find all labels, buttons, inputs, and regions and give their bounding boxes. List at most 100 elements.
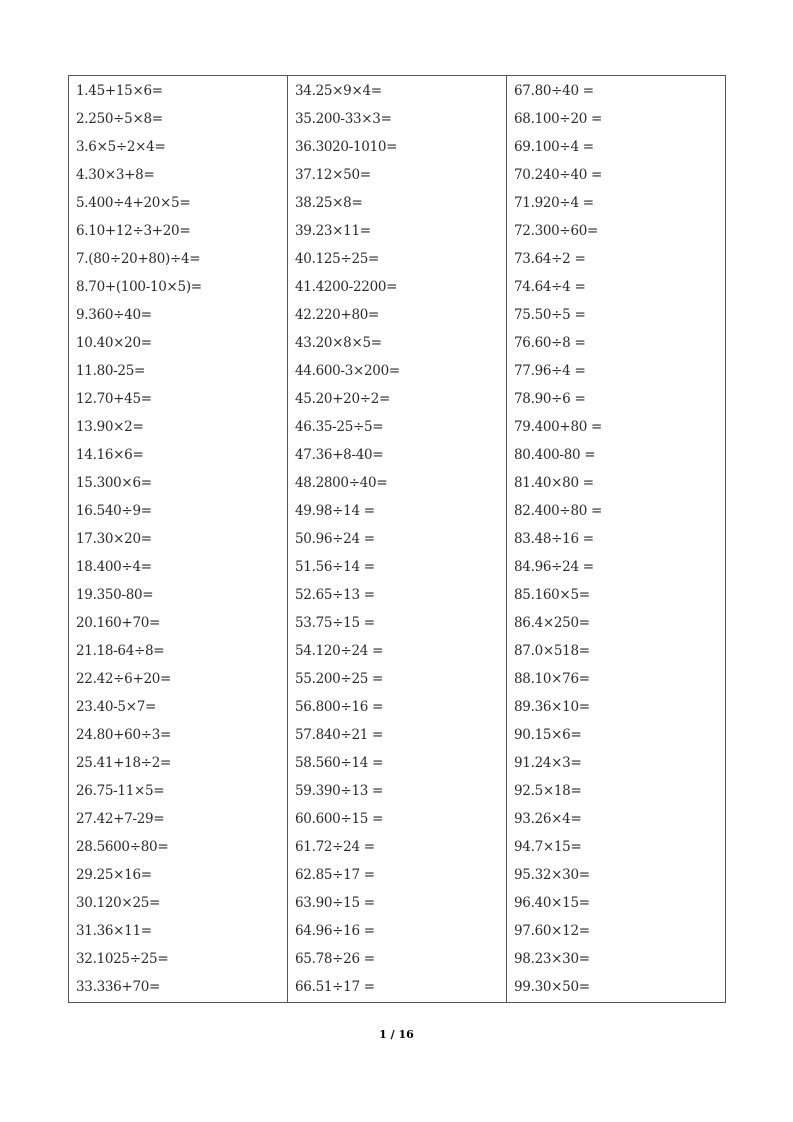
exercise-item: 91.24×3=	[514, 755, 582, 771]
exercise-item: 38.25×8=	[295, 195, 363, 211]
exercise-item: 71.920÷4 =	[514, 195, 594, 211]
exercise-item: 16.540÷9=	[76, 503, 152, 519]
exercise-table: 1.45+15×6= 2.250÷5×8= 3.6×5÷2×4= 4.30×3+8= 5…	[68, 75, 726, 1003]
exercise-item: 62.85÷17 =	[295, 867, 375, 883]
exercise-item: 11.80-25=	[76, 363, 145, 379]
exercise-item: 98.23×30=	[514, 951, 590, 967]
exercise-item: 25.41+18÷2=	[76, 755, 172, 771]
exercise-item: 9.360÷40=	[76, 307, 152, 323]
exercise-item: 63.90÷15 =	[295, 895, 375, 911]
exercise-item: 76.60÷8 =	[514, 335, 586, 351]
exercise-item: 77.96÷4 =	[514, 363, 586, 379]
exercise-item: 83.48÷16 =	[514, 531, 594, 547]
exercise-item: 52.65÷13 =	[295, 587, 375, 603]
exercise-item: 66.51÷17 =	[295, 979, 375, 995]
exercise-item: 73.64÷2 =	[514, 251, 586, 267]
exercise-item: 26.75-11×5=	[76, 783, 165, 799]
exercise-item: 13.90×2=	[76, 419, 144, 435]
exercise-item: 47.36+8-40=	[295, 447, 384, 463]
exercise-item: 97.60×12=	[514, 923, 590, 939]
exercise-item: 36.3020-1010=	[295, 139, 398, 155]
exercise-item: 88.10×76=	[514, 671, 590, 687]
exercise-item: 94.7×15=	[514, 839, 582, 855]
exercise-item: 20.160+70=	[76, 615, 161, 631]
exercise-item: 82.400÷80 =	[514, 503, 603, 519]
exercise-item: 59.390÷13 =	[295, 783, 384, 799]
exercise-item: 3.6×5÷2×4=	[76, 139, 166, 155]
exercise-item: 12.70+45=	[76, 391, 152, 407]
exercise-item: 19.350-80=	[76, 587, 154, 603]
exercise-item: 75.50÷5 =	[514, 307, 586, 323]
exercise-item: 89.36×10=	[514, 699, 590, 715]
exercise-item: 51.56÷14 =	[295, 559, 375, 575]
exercise-item: 43.20×8×5=	[295, 335, 382, 351]
exercise-item: 23.40-5×7=	[76, 699, 157, 715]
exercise-item: 90.15×6=	[514, 727, 582, 743]
exercise-item: 18.400÷4=	[76, 559, 152, 575]
exercise-item: 17.30×20=	[76, 531, 152, 547]
exercise-item: 58.560÷14 =	[295, 755, 384, 771]
exercise-item: 27.42+7-29=	[76, 811, 165, 827]
exercise-item: 65.78÷26 =	[295, 951, 375, 967]
exercise-item: 74.64÷4 =	[514, 279, 586, 295]
exercise-item: 33.336+70=	[76, 979, 161, 995]
exercise-item: 15.300×6=	[76, 475, 152, 491]
exercise-item: 46.35-25÷5=	[295, 419, 384, 435]
exercise-item: 61.72÷24 =	[295, 839, 375, 855]
exercise-item: 10.40×20=	[76, 335, 152, 351]
exercise-item: 5.400÷4+20×5=	[76, 195, 191, 211]
exercise-item: 42.220+80=	[295, 307, 380, 323]
exercise-item: 28.5600÷80=	[76, 839, 169, 855]
exercise-item: 69.100÷4 =	[514, 139, 594, 155]
exercise-item: 8.70+(100-10×5)=	[76, 279, 202, 295]
exercise-item: 81.40×80 =	[514, 475, 594, 491]
column-3: 67.80÷40 = 68.100÷20 = 69.100÷4 = 70.240÷40…	[506, 76, 725, 1002]
exercise-item: 14.16×6=	[76, 447, 144, 463]
exercise-item: 39.23×11=	[295, 223, 371, 239]
column-1: 1.45+15×6= 2.250÷5×8= 3.6×5÷2×4= 4.30×3+8= 5…	[69, 76, 287, 1002]
exercise-item: 37.12×50=	[295, 167, 371, 183]
exercise-item: 7.(80÷20+80)÷4=	[76, 251, 201, 267]
exercise-item: 44.600-3×200=	[295, 363, 400, 379]
exercise-item: 30.120×25=	[76, 895, 161, 911]
exercise-item: 2.250÷5×8=	[76, 111, 163, 127]
exercise-item: 34.25×9×4=	[295, 83, 382, 99]
exercise-item: 22.42÷6+20=	[76, 671, 172, 687]
exercise-item: 96.40×15=	[514, 895, 590, 911]
exercise-item: 95.32×30=	[514, 867, 590, 883]
exercise-item: 78.90÷6 =	[514, 391, 586, 407]
exercise-item: 72.300÷60=	[514, 223, 599, 239]
exercise-item: 70.240÷40 =	[514, 167, 603, 183]
exercise-item: 80.400-80 =	[514, 447, 596, 463]
exercise-item: 40.125÷25=	[295, 251, 380, 267]
exercise-item: 48.2800÷40=	[295, 475, 388, 491]
exercise-item: 32.1025÷25=	[76, 951, 169, 967]
exercise-item: 64.96÷16 =	[295, 923, 375, 939]
exercise-item: 29.25×16=	[76, 867, 152, 883]
column-2: 34.25×9×4= 35.200-33×3= 36.3020-1010= 37.12…	[287, 76, 506, 1002]
exercise-item: 99.30×50=	[514, 979, 590, 995]
exercise-item: 54.120÷24 =	[295, 643, 384, 659]
exercise-item: 92.5×18=	[514, 783, 582, 799]
exercise-item: 4.30×3+8=	[76, 167, 155, 183]
exercise-item: 86.4×250=	[514, 615, 590, 631]
exercise-item: 45.20+20÷2=	[295, 391, 391, 407]
exercise-item: 93.26×4=	[514, 811, 582, 827]
exercise-item: 24.80+60÷3=	[76, 727, 172, 743]
exercise-item: 1.45+15×6=	[76, 83, 163, 99]
exercise-item: 84.96÷24 =	[514, 559, 594, 575]
exercise-item: 57.840÷21 =	[295, 727, 384, 743]
exercise-item: 35.200-33×3=	[295, 111, 392, 127]
exercise-item: 21.18-64÷8=	[76, 643, 165, 659]
exercise-item: 56.800÷16 =	[295, 699, 384, 715]
exercise-item: 79.400+80 =	[514, 419, 603, 435]
exercise-item: 60.600÷15 =	[295, 811, 384, 827]
exercise-item: 31.36×11=	[76, 923, 152, 939]
exercise-item: 68.100÷20 =	[514, 111, 603, 127]
exercise-item: 87.0×518=	[514, 643, 590, 659]
page-number: 1 / 16	[379, 1028, 414, 1041]
exercise-item: 6.10+12÷3+20=	[76, 223, 191, 239]
exercise-item: 53.75÷15 =	[295, 615, 375, 631]
exercise-item: 67.80÷40 =	[514, 83, 594, 99]
exercise-item: 85.160×5=	[514, 587, 590, 603]
